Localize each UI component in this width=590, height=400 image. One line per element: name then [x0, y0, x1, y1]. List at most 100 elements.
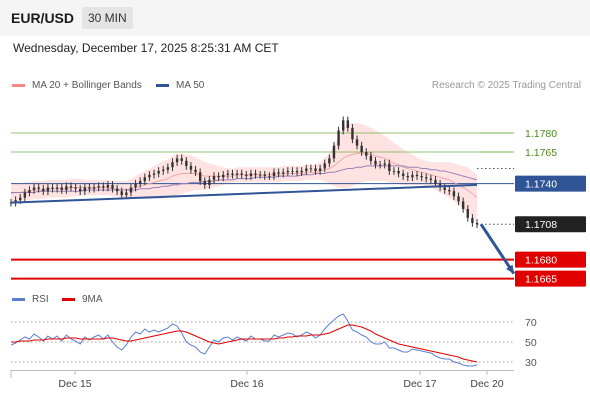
price-body-63	[300, 171, 303, 173]
price-body-37	[180, 158, 183, 161]
timestamp: Wednesday, December 17, 2025 8:25:31 AM …	[13, 41, 279, 55]
price-body-34	[166, 167, 170, 170]
price-body-95	[448, 190, 451, 192]
level-tag-bg-2	[515, 175, 586, 192]
price-body-98	[461, 201, 465, 209]
legend-ma50: MA 50	[156, 80, 204, 91]
price-body-45	[217, 176, 220, 178]
price-body-48	[231, 173, 234, 175]
price-body-50	[240, 173, 243, 175]
price-body-21	[106, 184, 110, 188]
level-tag-bg-4	[515, 251, 586, 268]
price-body-85	[401, 173, 405, 177]
price-body-28	[138, 181, 142, 184]
price-body-11	[60, 187, 63, 190]
price-body-96	[452, 191, 456, 197]
research-credit: Research © 2025 Trading Central	[431, 80, 581, 91]
price-body-15	[79, 188, 82, 192]
price-body-77	[365, 152, 368, 156]
price-body-9	[51, 187, 54, 189]
level-label-1: 1.1765	[525, 147, 557, 159]
price-body-53	[254, 173, 257, 175]
price-body-61	[291, 171, 294, 172]
price-body-23	[115, 188, 119, 192]
x-tick-label-3: Dec 20	[470, 378, 503, 390]
price-body-57	[272, 172, 276, 177]
price-body-71	[337, 130, 340, 146]
price-body-4	[28, 190, 31, 193]
price-body-32	[157, 171, 160, 174]
price-body-91	[429, 178, 433, 180]
legend-ma20: MA 20 + Bollinger Bands	[12, 80, 142, 91]
legend-rsi-ma-label: 9MA	[82, 294, 103, 305]
timeframe-badge[interactable]: 30 MIN	[82, 7, 133, 29]
price-body-5	[32, 187, 36, 190]
price-body-84	[397, 171, 400, 174]
price-body-38	[185, 160, 188, 166]
price-body-3	[23, 192, 27, 198]
rsi-tick-label-70: 70	[525, 317, 537, 329]
trend-lines	[10, 183, 516, 275]
price-body-54	[258, 174, 262, 176]
price-body-43	[208, 179, 211, 185]
x-tick-label-2: Dec 17	[403, 378, 436, 390]
price-body-78	[369, 155, 373, 161]
x-tick-label-0: Dec 15	[58, 378, 91, 390]
price-body-59	[282, 172, 285, 174]
price-body-20	[102, 186, 105, 188]
price-body-81	[383, 163, 386, 165]
price-body-24	[120, 191, 123, 196]
price-body-49	[235, 173, 239, 175]
price-body-97	[457, 196, 460, 202]
price-body-35	[171, 162, 174, 168]
level-label-2: 1.1740	[525, 179, 557, 191]
price-body-22	[111, 184, 114, 189]
price-series	[9, 116, 479, 228]
price-body-76	[360, 145, 363, 152]
price-body-90	[425, 177, 428, 179]
price-body-12	[65, 186, 68, 190]
level-label-5: 1.1665	[525, 274, 557, 286]
level-tags: 1.1780 1.1765 1.1740 1.1708 1.1680 1.1665	[515, 128, 586, 287]
price-body-1	[14, 200, 17, 203]
price-body-31	[152, 173, 156, 175]
price-body-26	[129, 187, 133, 193]
level-tag-bg-3	[515, 216, 586, 233]
rsi-ma-swatch	[62, 298, 75, 301]
price-body-65	[309, 168, 313, 170]
price-body-13	[69, 186, 73, 188]
price-body-19	[97, 186, 100, 188]
rsi-tick-label-30: 30	[525, 357, 537, 369]
price-body-80	[378, 164, 382, 166]
price-body-18	[92, 187, 96, 189]
x-axis: Dec 15 Dec 16 Dec 17 Dec 20	[10, 370, 514, 390]
legend-rsi-label: RSI	[32, 294, 49, 305]
ma50-swatch	[156, 84, 169, 87]
price-body-8	[46, 187, 50, 192]
price-body-92	[434, 179, 437, 184]
bollinger-band	[11, 122, 477, 221]
price-body-99	[466, 209, 469, 218]
price-body-7	[42, 188, 45, 192]
price-body-58	[277, 172, 280, 174]
price-body-40	[194, 169, 197, 173]
price-body-64	[305, 168, 308, 171]
price-body-42	[203, 181, 206, 185]
price-body-69	[328, 158, 331, 164]
price-body-17	[88, 187, 91, 189]
price-body-0	[9, 202, 13, 204]
price-body-101	[475, 222, 479, 225]
price-body-73	[346, 120, 350, 128]
price-body-100	[471, 217, 474, 223]
level-tag-bg-5	[515, 270, 586, 287]
top-bar: EUR/USD 30 MIN	[0, 0, 590, 36]
price-body-79	[374, 160, 377, 165]
price-body-29	[143, 177, 147, 182]
price-body-25	[125, 192, 128, 196]
price-levels	[11, 132, 514, 280]
price-body-46	[222, 174, 225, 178]
price-body-47	[226, 173, 230, 175]
price-body-39	[189, 165, 193, 170]
price-body-87	[411, 174, 414, 178]
